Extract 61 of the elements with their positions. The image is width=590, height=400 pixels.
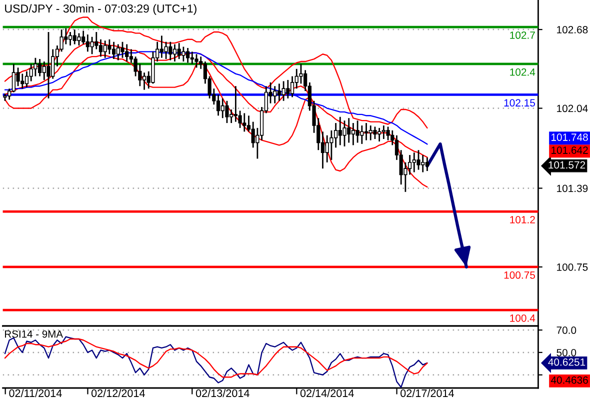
ref-line-label: 100.4 — [510, 314, 536, 322]
x-tick-label: 02/13/2014 — [196, 389, 250, 398]
candlestick — [46, 31, 50, 100]
chart-title: USD/JPY - 30min - 07:03:29 (UTC+1) — [5, 4, 196, 15]
chart-title: RSI14 - 9MA — [5, 330, 63, 338]
candlestick — [142, 72, 146, 90]
candlestick — [172, 44, 177, 62]
candlestick — [186, 47, 190, 64]
y-tick-label: 100.75 — [557, 263, 588, 271]
y-tick-label: 102.68 — [557, 26, 588, 34]
text: 101.572 — [548, 161, 586, 169]
x-tick-label: 02/11/2014 — [9, 389, 62, 398]
x-tick-label: 02/14/2014 — [300, 389, 354, 398]
ref-line-label: 100.75 — [504, 271, 535, 279]
y-tick-label: 70.0 — [556, 326, 576, 334]
line-series — [4, 338, 428, 378]
ref-line-label: 102.4 — [510, 68, 536, 76]
candlestick — [112, 41, 116, 60]
candlestick — [416, 149, 420, 170]
candlestick — [182, 46, 186, 62]
candlestick — [38, 58, 42, 77]
ref-line-label: 102.15 — [504, 99, 535, 107]
text: 40.6251 — [548, 358, 586, 366]
candlestick — [24, 70, 29, 88]
candlestick — [334, 122, 338, 148]
y-tick-label: 101.39 — [557, 184, 588, 192]
candlestick — [194, 53, 198, 68]
text: 40.4636 — [550, 376, 588, 384]
candlestick — [77, 32, 81, 46]
candlestick — [330, 130, 334, 161]
y-tick-label: 102.04 — [557, 104, 588, 112]
candlestick — [98, 38, 103, 58]
x-tick-label: 02/17/2014 — [400, 389, 454, 398]
text: 101.642 — [551, 146, 588, 154]
ref-line-label: 102.7 — [510, 32, 535, 39]
candlestick — [282, 80, 286, 102]
candlestick — [299, 63, 303, 84]
candlestick — [68, 31, 72, 46]
candlestick — [356, 120, 360, 144]
text: 101.748 — [551, 134, 588, 141]
line-series — [4, 16, 428, 129]
candlestick — [351, 122, 356, 146]
candlestick — [386, 126, 390, 141]
candlestick — [108, 38, 112, 55]
candlestick — [216, 94, 220, 116]
candlestick — [90, 36, 94, 55]
candlestick — [290, 76, 294, 98]
candlestick — [34, 57, 38, 77]
candlestick — [325, 134, 329, 164]
candlestick — [408, 154, 412, 176]
x-tick-label: 02/12/2014 — [91, 389, 145, 398]
candlestick — [364, 122, 368, 141]
candlestick — [120, 41, 124, 59]
candlestick — [277, 82, 282, 102]
line-series — [4, 336, 428, 388]
ref-line-label: 101.2 — [510, 216, 535, 224]
candlestick — [225, 100, 229, 124]
candlestick — [373, 126, 377, 140]
candlestick — [342, 120, 346, 148]
candlestick — [425, 156, 430, 172]
y-tick-label: 50.0 — [556, 348, 576, 356]
